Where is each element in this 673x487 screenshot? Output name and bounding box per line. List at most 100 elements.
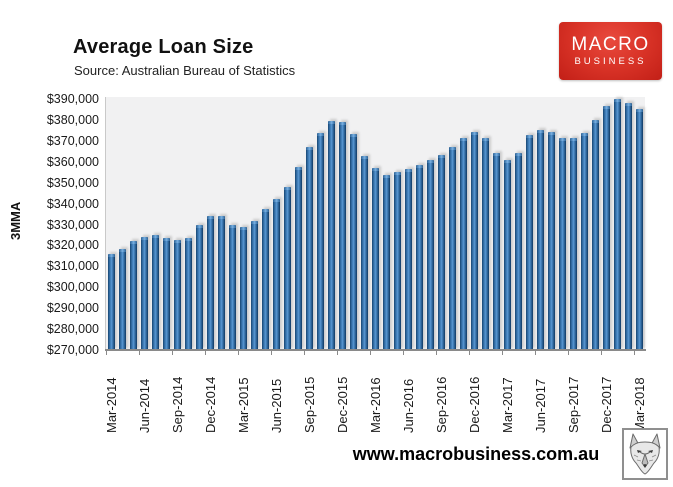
x-tick-mark <box>436 351 437 355</box>
bar-cap <box>207 216 214 220</box>
x-tick-label: Sep-2014 <box>169 376 185 433</box>
bar-cap <box>548 131 555 135</box>
x-tick-label: Mar-2018 <box>631 377 647 433</box>
bar-Jan-2018 <box>614 99 621 350</box>
bar-cap <box>471 131 478 135</box>
bar-Jul-2014 <box>152 235 159 350</box>
x-tick-label: Jun-2017 <box>532 378 548 433</box>
y-tick-label: $300,000 <box>46 280 99 295</box>
bar-Apr-2016 <box>383 175 390 350</box>
bar-Jan-2015 <box>218 216 225 350</box>
bar-cap <box>152 235 159 238</box>
bar-cap <box>427 159 434 163</box>
bar-cap <box>240 226 247 230</box>
bar-Mar-2017 <box>504 159 511 350</box>
bar-Apr-2015 <box>251 221 258 350</box>
x-tick-mark <box>337 351 338 355</box>
bar-Aug-2016 <box>427 159 434 350</box>
bar-cap <box>218 216 225 220</box>
bar-Dec-2014 <box>207 216 214 350</box>
bar-cap <box>559 137 566 141</box>
y-tick-label: $270,000 <box>46 343 99 357</box>
bar-Dec-2015 <box>339 122 346 350</box>
x-tick-label: Mar-2014 <box>103 377 119 433</box>
x-tick-label: Mar-2017 <box>499 377 515 433</box>
bar-cap <box>339 122 346 126</box>
bar-Feb-2017 <box>493 153 500 350</box>
bar-cap <box>174 240 181 244</box>
x-tick-mark <box>535 351 536 355</box>
x-tick-mark <box>172 351 173 355</box>
bar-May-2015 <box>262 208 269 350</box>
bar-Oct-2015 <box>317 132 324 350</box>
bar-Feb-2018 <box>625 103 632 350</box>
macro-logo-text: MACRO <box>571 33 650 55</box>
y-tick-label: $290,000 <box>46 301 99 316</box>
bar-Jul-2016 <box>416 164 423 350</box>
bar-cap <box>449 147 456 151</box>
bar-cap <box>185 238 192 242</box>
x-tick-mark <box>601 351 602 355</box>
bar-cap <box>625 103 632 107</box>
bar-cap <box>273 199 280 203</box>
x-tick-label: Mar-2016 <box>367 377 383 433</box>
bar-cap <box>262 208 269 212</box>
bar-cap <box>119 248 126 252</box>
bar-cap <box>251 221 258 225</box>
bar-cap <box>361 155 368 159</box>
bar-cap <box>493 153 500 157</box>
bar-cap <box>130 241 137 245</box>
bar-cap <box>570 137 577 141</box>
chart-title: Average Loan Size <box>73 36 254 58</box>
bar-cap <box>196 224 203 228</box>
bar-Sep-2014 <box>174 240 181 350</box>
bar-Apr-2017 <box>515 153 522 350</box>
x-tick-mark <box>271 351 272 355</box>
bar-Feb-2015 <box>229 224 236 350</box>
macrobusiness-logo: MACRO BUSINESS <box>559 22 662 80</box>
x-tick-mark <box>568 351 569 355</box>
x-tick-label: Sep-2017 <box>565 376 581 433</box>
x-tick-mark <box>634 351 635 355</box>
bar-cap <box>537 130 544 134</box>
bar-Jul-2015 <box>284 186 291 350</box>
bar-cap <box>108 253 115 257</box>
y-tick-label: $330,000 <box>46 217 99 232</box>
bar-cap <box>581 132 588 136</box>
bar-Oct-2014 <box>185 238 192 350</box>
bar-Sep-2016 <box>438 154 445 350</box>
y-tick-label: $280,000 <box>46 322 99 337</box>
x-tick-mark <box>403 351 404 355</box>
x-tick-mark <box>106 351 107 355</box>
bar-Oct-2017 <box>581 132 588 350</box>
business-logo-text: BUSINESS <box>574 55 647 67</box>
bar-cap <box>163 238 170 242</box>
bar-May-2016 <box>394 172 401 350</box>
bar-Jul-2017 <box>548 131 555 350</box>
x-tick-label: Jun-2015 <box>268 378 284 433</box>
x-axis-line <box>105 349 646 351</box>
x-tick-mark <box>139 351 140 355</box>
bar-Aug-2017 <box>559 137 566 350</box>
y-tick-label: $370,000 <box>46 133 99 148</box>
bar-cap <box>405 169 412 173</box>
bar-Mar-2016 <box>372 168 379 350</box>
bar-cap <box>515 153 522 157</box>
bar-cap <box>229 224 236 228</box>
x-tick-label: Jun-2016 <box>400 378 416 433</box>
bar-Aug-2014 <box>163 238 170 350</box>
bar-cap <box>317 132 324 136</box>
x-tick-mark <box>502 351 503 355</box>
bar-cap <box>603 106 610 110</box>
x-tick-mark <box>238 351 239 355</box>
bar-Mar-2015 <box>240 226 247 350</box>
bar-cap <box>460 137 467 141</box>
bar-Nov-2017 <box>592 120 599 350</box>
bar-May-2014 <box>130 241 137 350</box>
bar-Jun-2016 <box>405 169 412 350</box>
bar-cap <box>141 237 148 241</box>
x-tick-label: Sep-2016 <box>433 376 449 433</box>
bar-Nov-2015 <box>328 121 335 350</box>
y-tick-label: $340,000 <box>46 196 99 211</box>
